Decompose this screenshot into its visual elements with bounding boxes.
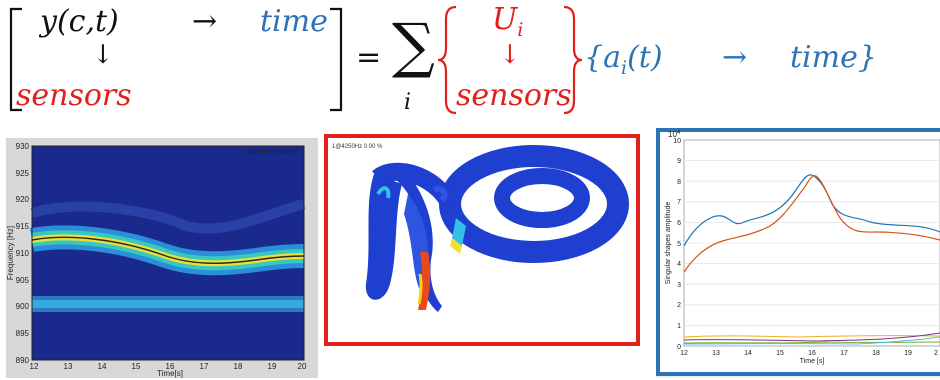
singular-shapes-panel: 104 10 9 8 7 6 5 4 3 2 1 0 12 13 14 15 1… — [656, 128, 940, 378]
ytick-label: 7 — [677, 199, 681, 206]
coef-arrow-right: → — [722, 40, 748, 75]
ytick-label: 0 — [677, 344, 681, 351]
coefficient: {ai(t) — [584, 40, 663, 79]
left-bracket-close — [330, 7, 343, 112]
spectrogram-xticks: 12 13 14 15 16 17 18 19 20 — [30, 362, 307, 371]
ytick-label: 900 — [16, 302, 30, 311]
singular-curve-1 — [683, 174, 940, 247]
ytick-label: 895 — [16, 329, 30, 338]
lhs-signal: y(c,t) — [40, 4, 119, 39]
singular-curve-3 — [683, 335, 940, 338]
sum-symbol: ∑ — [392, 11, 435, 81]
singular-curve-5 — [683, 341, 940, 344]
xtick-label: 19 — [904, 350, 912, 357]
ytick-label: 6 — [677, 220, 681, 227]
ytick-label: 8 — [677, 179, 681, 186]
xtick-label: 14 — [744, 350, 752, 357]
spectrogram-panel: spectro Channel 930 925 920 915 910 905 … — [6, 138, 318, 378]
lhs-sensors-label: sensors — [16, 78, 132, 113]
lhs-time-label: time — [260, 4, 328, 39]
equals-sign: = — [356, 40, 382, 75]
coef-time-label: time} — [790, 40, 877, 75]
spectrogram-ridge-line — [31, 236, 305, 264]
mode-shape-caption: 1@4250Hz 0.00 % — [332, 144, 383, 150]
ytick-label: 905 — [16, 276, 30, 285]
singular-xticks: 12 13 14 15 16 17 18 19 2 — [680, 350, 938, 357]
xtick-label: 16 — [808, 350, 816, 357]
xtick-label: 19 — [268, 362, 277, 371]
spectrogram-ylabel: Frequency [Hz] — [6, 226, 15, 280]
xtick-label: 20 — [298, 362, 307, 371]
lhs-arrow-right: → — [192, 4, 218, 39]
spectrogram-title: spectro Channel — [247, 149, 298, 156]
left-bracket-open — [9, 7, 22, 112]
ytick-label: 9 — [677, 158, 681, 165]
spectrogram-yticks: 930 925 920 915 910 905 900 895 890 — [16, 142, 30, 365]
ytick-label: 915 — [16, 222, 30, 231]
xtick-label: 17 — [200, 362, 209, 371]
singular-ylabel: Singular shapes amplitude — [665, 202, 672, 285]
red-brace-open — [437, 5, 457, 115]
xtick-label: 17 — [840, 350, 848, 357]
mode-sensors-label: sensors — [456, 78, 572, 113]
mode-arrow-down: ↓ — [499, 40, 521, 70]
tentacle-structure — [365, 174, 466, 312]
xtick-label: 18 — [872, 350, 880, 357]
ytick-label: 1 — [677, 323, 681, 330]
singular-xlabel: Time [s] — [800, 358, 825, 365]
lhs-arrow-down: ↓ — [92, 40, 114, 70]
ytick-label: 930 — [16, 142, 30, 151]
mode-shape-panel: 1@4250Hz 0.00 % — [324, 134, 640, 346]
xtick-label: 16 — [166, 362, 175, 371]
ytick-label: 10 — [673, 138, 681, 145]
ytick-label: 5 — [677, 241, 681, 248]
xtick-label: 2 — [934, 350, 938, 357]
singular-curve-6 — [683, 336, 940, 345]
xtick-label: 13 — [712, 350, 720, 357]
singular-gridlines — [684, 160, 940, 326]
xtick-label: 18 — [234, 362, 243, 371]
ytick-label: 2 — [677, 302, 681, 309]
singular-exponent: 104 — [668, 130, 681, 139]
xtick-label: 13 — [64, 362, 73, 371]
singular-yticks: 10 9 8 7 6 5 4 3 2 1 0 — [673, 138, 681, 351]
red-brace-close — [563, 5, 583, 115]
xtick-label: 14 — [98, 362, 107, 371]
ytick-label: 910 — [16, 249, 30, 258]
ytick-label: 920 — [16, 195, 30, 204]
spectrogram-faint-ridge — [30, 199, 306, 234]
ytick-label: 925 — [16, 169, 30, 178]
ytick-label: 890 — [16, 356, 30, 365]
xtick-label: 12 — [680, 350, 688, 357]
spectrogram-xlabel: Time[s] — [157, 369, 183, 378]
mode-vector: Ui — [492, 2, 524, 41]
xtick-label: 12 — [30, 362, 39, 371]
singular-curve-2 — [683, 175, 940, 273]
xtick-label: 15 — [776, 350, 784, 357]
singular-curve-4 — [683, 332, 940, 342]
ytick-label: 4 — [677, 261, 681, 268]
sum-index: i — [404, 90, 412, 115]
xtick-label: 15 — [132, 362, 141, 371]
ytick-label: 3 — [677, 282, 681, 289]
